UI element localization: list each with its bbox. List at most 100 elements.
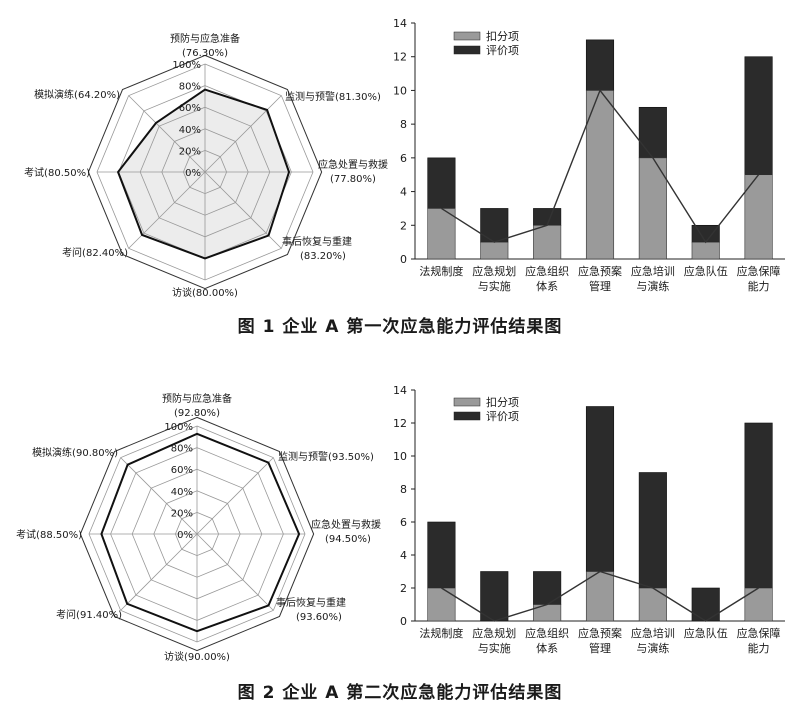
- radar-axis-value: (83.20%): [300, 251, 346, 262]
- radar-spoke: [196, 533, 274, 611]
- x-tick-label: 应急规划: [472, 626, 516, 640]
- bar-deducted: [533, 224, 562, 260]
- radar-axis-label: 预防与应急准备: [170, 32, 240, 45]
- radar-scale-label: 0%: [185, 168, 201, 179]
- legend-swatch: [453, 45, 481, 55]
- y-tick-label: 12: [393, 51, 407, 64]
- bar-evaluated: [533, 208, 562, 226]
- bar-evaluated: [585, 39, 615, 91]
- y-tick-label: 8: [400, 118, 407, 131]
- y-tick-label: 6: [400, 152, 407, 165]
- y-tick-label: 12: [393, 417, 407, 430]
- bar-deducted: [480, 241, 509, 260]
- radar-scale-label: 100%: [172, 60, 201, 71]
- radar-scale-label: 60%: [171, 465, 193, 476]
- bar-deducted: [638, 587, 667, 622]
- radar-series-line: [100, 432, 301, 633]
- y-tick-label: 0: [400, 615, 407, 628]
- radar-spoke: [120, 533, 198, 611]
- y-tick-label: 2: [400, 219, 407, 232]
- figure-2-caption: 图 2 企业 A 第二次应急能力评估结果图: [237, 683, 563, 703]
- x-tick-label: 与实施: [478, 279, 511, 293]
- x-tick-label: 应急保障: [737, 264, 781, 278]
- x-tick-label: 应急队伍: [684, 264, 728, 278]
- radar-axis-label: 事后恢复与重建: [282, 235, 352, 248]
- x-tick-label: 应急培训: [631, 264, 675, 278]
- radar-axis-value: (92.80%): [174, 408, 220, 419]
- figure-1-caption: 图 1 企业 A 第一次应急能力评估结果图: [237, 317, 563, 337]
- radar-scale-label: 40%: [171, 487, 193, 498]
- radar-scale-label: 40%: [179, 125, 201, 136]
- radar-spoke: [196, 457, 274, 535]
- x-tick-label: 与演练: [636, 279, 669, 293]
- y-tick-label: 10: [393, 450, 407, 463]
- radar-scale-label: 100%: [164, 422, 193, 433]
- radar-scale-label: 80%: [171, 444, 193, 455]
- bar-deducted: [744, 174, 773, 260]
- radar-scale-label: 80%: [179, 82, 201, 93]
- x-tick-label: 体系: [536, 641, 558, 655]
- y-tick-label: 0: [400, 253, 407, 266]
- y-tick-label: 14: [393, 384, 407, 397]
- deducted-trend-line: [441, 570, 759, 622]
- radar-chart-1: 0% 20% 40% 60% 80% 100% 预防与应急准备 (76.30%) 监测与预警(8…: [24, 32, 388, 299]
- radar-axis-value: (93.60%): [296, 612, 342, 623]
- radar-axis-label: 考问(82.40%): [62, 246, 128, 259]
- radar-spoke: [204, 95, 282, 173]
- x-tick-label: 与实施: [478, 641, 511, 655]
- deducted-trend-line: [441, 89, 760, 244]
- x-tick-label: 应急组织: [525, 264, 569, 278]
- radar-axis-value: (94.50%): [325, 534, 371, 545]
- bar-evaluated: [744, 422, 773, 589]
- x-tick-label: 应急预案: [578, 264, 622, 278]
- bar-deducted: [427, 208, 456, 260]
- x-tick-label: 管理: [589, 279, 611, 293]
- legend-label: 扣分项: [486, 29, 519, 43]
- radar-scale-label: 0%: [177, 530, 193, 541]
- radar-axis-value: (76.30%): [182, 48, 228, 59]
- bar-evaluated: [427, 521, 456, 589]
- radar-axis-label: 考试(88.50%): [16, 528, 82, 541]
- x-tick-label: 体系: [536, 279, 558, 293]
- radar-outer-frame: [87, 54, 323, 290]
- radar-axis-label: 监测与预警(81.30%): [285, 90, 381, 103]
- radar-spoke: [128, 95, 206, 173]
- radar-axis-label: 应急处置与救援: [311, 518, 381, 531]
- bar-deducted: [744, 587, 773, 622]
- legend-label: 评价项: [486, 44, 519, 57]
- y-tick-label: 6: [400, 516, 407, 529]
- bar-deducted: [585, 90, 615, 260]
- legend-label: 评价项: [486, 410, 519, 423]
- y-tick-label: 14: [393, 17, 407, 30]
- x-tick-label: 法规制度: [419, 626, 463, 640]
- x-tick-label: 应急规划: [472, 264, 516, 278]
- x-tick-label: 能力: [748, 279, 770, 293]
- legend-swatch: [453, 31, 481, 41]
- x-tick-label: 能力: [748, 641, 770, 655]
- y-tick-label: 8: [400, 483, 407, 496]
- radar-scale-label: 20%: [171, 508, 193, 519]
- bar-evaluated: [744, 56, 773, 176]
- radar-spoke: [120, 457, 198, 535]
- bar-deducted: [585, 571, 615, 622]
- radar-axis-value: (77.80%): [330, 174, 376, 185]
- bar-evaluated: [480, 208, 509, 243]
- x-tick-label: 应急培训: [631, 626, 675, 640]
- bar-evaluated: [638, 106, 667, 159]
- bar-deducted: [427, 587, 456, 622]
- x-tick-label: 应急组织: [525, 626, 569, 640]
- x-tick-label: 应急保障: [737, 626, 781, 640]
- bar-deducted: [638, 157, 667, 260]
- x-tick-label: 与演练: [636, 641, 669, 655]
- bar-evaluated: [480, 571, 509, 622]
- radar-axis-label: 考问(91.40%): [56, 608, 122, 621]
- x-tick-label: 应急队伍: [684, 626, 728, 640]
- radar-series-line: [116, 88, 291, 260]
- radar-scale-label: 60%: [179, 103, 201, 114]
- radar-scale-label: 20%: [179, 146, 201, 157]
- legend-swatch: [453, 397, 481, 407]
- radar-axis-label: 监测与预警(93.50%): [278, 450, 374, 463]
- radar-axis-label: 预防与应急准备: [162, 392, 232, 405]
